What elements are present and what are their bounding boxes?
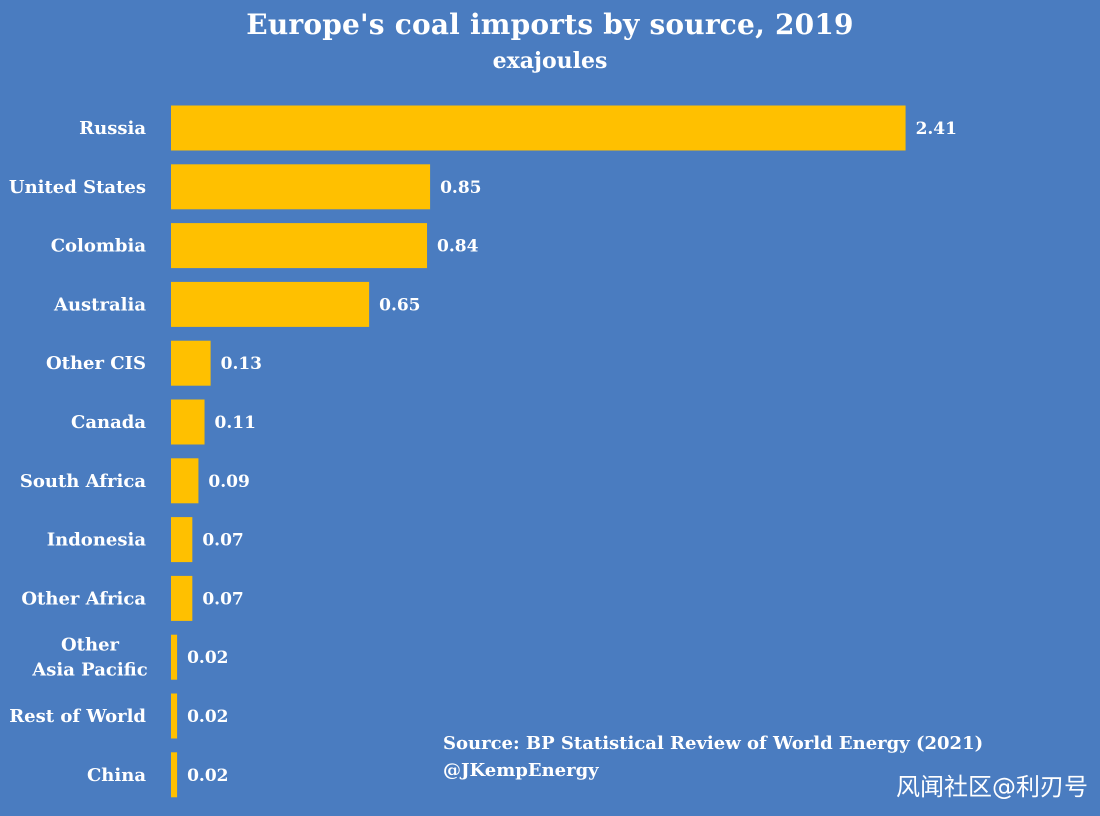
bar — [171, 164, 431, 210]
value-label: 0.07 — [202, 589, 243, 609]
bar — [171, 693, 178, 739]
bar — [171, 223, 428, 269]
value-label: 0.84 — [437, 237, 479, 257]
bar — [171, 340, 211, 386]
category-label: South Africa — [20, 471, 146, 492]
value-label: 0.02 — [187, 766, 228, 786]
value-label: 0.13 — [221, 354, 262, 374]
category-label: Australia — [53, 294, 146, 315]
author-handle: @JKempEnergy — [443, 760, 599, 781]
bar — [171, 575, 193, 621]
value-label: 0.11 — [215, 413, 256, 433]
bars-group: 2.41 Russia 0.85 United States 0.84 Colombia 0… — [9, 105, 957, 798]
category-label: Colombia — [51, 236, 147, 257]
value-label: 2.41 — [916, 119, 957, 139]
chart-title: Europe's coal imports by source, 2019 — [246, 8, 854, 41]
category-label: China — [87, 765, 146, 786]
bar — [171, 752, 178, 798]
watermark: 风闻社区@利刃号 — [896, 773, 1088, 801]
value-label: 0.09 — [208, 472, 249, 492]
bar — [171, 517, 193, 563]
category-label: Other CIS — [46, 353, 146, 374]
value-label: 0.02 — [187, 648, 228, 668]
category-label: Canada — [71, 412, 146, 433]
category-label: United States — [9, 177, 146, 198]
bar — [171, 458, 199, 504]
category-label: Rest of World — [9, 706, 146, 727]
category-label: Indonesia — [47, 530, 147, 551]
bar — [171, 105, 906, 151]
chart-subtitle: exajoules — [492, 48, 608, 74]
bar — [171, 399, 205, 445]
value-label: 0.85 — [440, 178, 481, 198]
bar — [171, 634, 178, 680]
category-label: Other Asia Pacific — [31, 635, 147, 681]
value-label: 0.65 — [379, 295, 420, 315]
source-line: Source: BP Statistical Review of World E… — [443, 733, 984, 754]
category-label: Other Africa — [21, 588, 146, 609]
bar — [171, 281, 370, 327]
value-label: 0.02 — [187, 707, 228, 727]
source-note: Source: BP Statistical Review of World E… — [443, 730, 983, 784]
value-label: 0.07 — [202, 531, 243, 551]
category-label: Russia — [79, 118, 146, 139]
